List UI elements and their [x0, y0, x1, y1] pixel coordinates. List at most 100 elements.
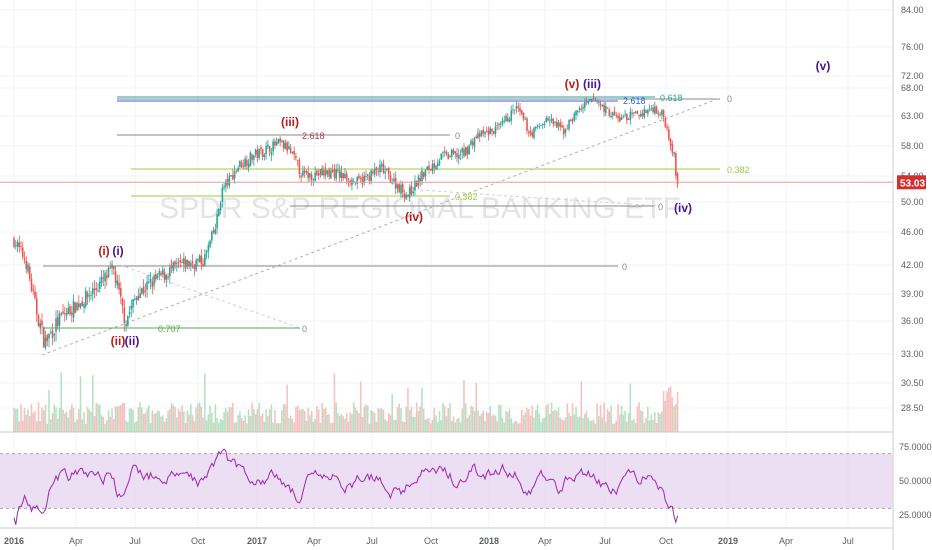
volume-bar [576, 417, 579, 432]
candle-body [484, 132, 486, 135]
candle-body [515, 105, 518, 109]
volume-bar [197, 403, 199, 432]
candle-body [675, 153, 677, 176]
candle-body [562, 128, 565, 135]
candle-body [125, 324, 127, 327]
candle-body [221, 187, 224, 202]
volume-bar [53, 404, 56, 432]
candle-body [14, 245, 17, 247]
volume-bar [279, 423, 281, 432]
volume-bar [554, 409, 556, 432]
volume-bar [49, 419, 52, 432]
candle-body [179, 260, 182, 263]
candle-body [95, 287, 98, 290]
candle-body [377, 171, 379, 173]
candle-body [440, 153, 443, 160]
candle-body [573, 113, 576, 121]
candle-body [118, 282, 120, 290]
volume-bar [104, 423, 106, 432]
fib-level-label: 0.707 [158, 324, 181, 334]
volume-bar [510, 418, 513, 432]
volume-bar [177, 409, 180, 432]
candle-body [617, 115, 619, 118]
candle-body [645, 110, 647, 114]
volume-bar [323, 408, 325, 432]
candle-body [39, 323, 42, 329]
candle-body [300, 175, 302, 178]
volume-bar [20, 403, 22, 432]
candle-body [438, 160, 441, 165]
candle-body [56, 317, 59, 326]
candle-body [326, 170, 329, 174]
volume-bar [520, 409, 523, 432]
volume-bar [27, 409, 29, 432]
volume-bar [303, 411, 306, 432]
volume-bar [84, 423, 87, 432]
candle-body [328, 169, 330, 177]
volume-bar [298, 409, 301, 432]
volume-bar [344, 418, 346, 432]
candle-body [342, 172, 344, 179]
candle-body [627, 119, 630, 120]
candle-body [457, 155, 460, 159]
candle-body [237, 167, 239, 172]
candle-body [641, 113, 644, 117]
volume-bar [582, 417, 584, 432]
candle-body [655, 107, 658, 114]
fib-levels[interactable]: 2.618 0 0.382 0 0 0.707 0 2.618 0.618 0 0.382 [41, 93, 750, 356]
volume-bar [275, 423, 278, 432]
volume-bar [449, 402, 451, 432]
volume-bar [491, 415, 493, 432]
candle-body [321, 168, 323, 176]
volume-bar [153, 413, 155, 432]
volume-bar [624, 410, 626, 432]
candle-body [408, 187, 411, 198]
volume-bar [121, 402, 124, 432]
candle-body [599, 103, 602, 106]
volume-bar [669, 386, 672, 432]
volume-bar [408, 410, 411, 432]
candle-body [403, 193, 406, 198]
candle-body [557, 122, 560, 127]
candle-body [141, 288, 143, 294]
last-price-tag-bg [897, 175, 926, 190]
volume-bar [352, 402, 355, 432]
candle-body [477, 132, 479, 138]
candle-body [256, 149, 259, 159]
candle-body [643, 108, 646, 118]
candle-body [190, 263, 192, 266]
candle-body [344, 173, 346, 178]
candle-body [307, 171, 309, 179]
volume-bar [431, 419, 434, 432]
volume-bar [552, 411, 555, 432]
volume-bar [107, 410, 110, 432]
candle-body [219, 202, 222, 211]
volume-bar [125, 420, 127, 432]
candle-body [128, 311, 131, 315]
time-tick-label: 2019 [718, 536, 738, 546]
volume-bar [468, 415, 471, 432]
volume-bar [310, 410, 313, 432]
volume-bar [118, 405, 120, 432]
candle-body [473, 138, 476, 147]
candle-body [359, 177, 362, 179]
candle-body [435, 165, 437, 169]
volume-bar [184, 422, 187, 432]
candle-body [305, 171, 308, 173]
volume-bar [513, 420, 516, 432]
volume-bar [74, 422, 77, 432]
last-price-value: 53.03 [900, 178, 925, 189]
candle-body [169, 267, 171, 277]
time-axis[interactable]: 2016 Apr Jul Oct 2017 Apr Jul Oct 2018 Apr Jul Oct 2… [0, 527, 893, 546]
candle-body [177, 262, 180, 264]
candle-body [426, 166, 429, 171]
candle-body [657, 113, 660, 115]
volume-bar [424, 419, 427, 432]
volume-bar [205, 420, 208, 432]
volume-bar [23, 407, 26, 432]
candle-body [375, 167, 378, 170]
candle-body [496, 125, 499, 126]
volume-bar [14, 408, 17, 432]
candle-body [379, 164, 381, 173]
